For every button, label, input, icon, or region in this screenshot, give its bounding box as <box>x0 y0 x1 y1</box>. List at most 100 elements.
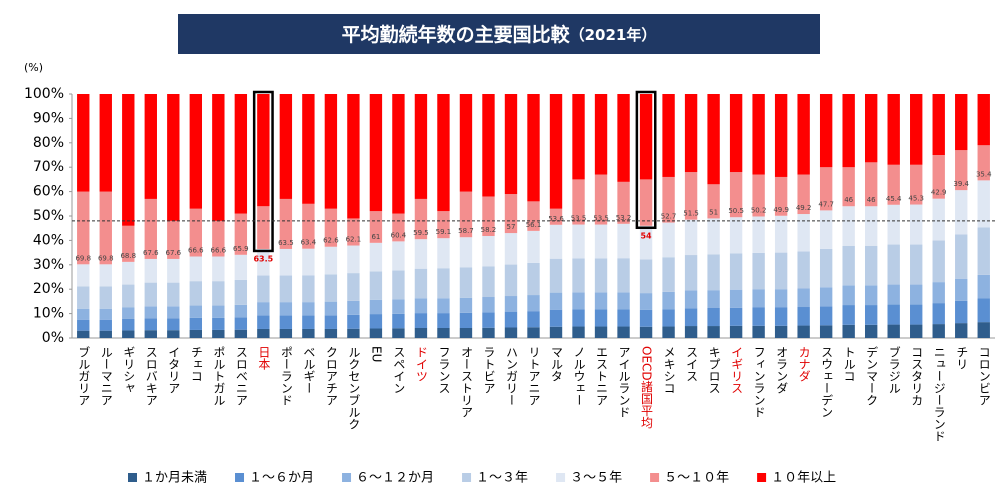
bar-segment <box>482 236 495 267</box>
bar-segment <box>482 94 495 197</box>
bar-segment <box>279 315 293 329</box>
bar-segment <box>977 94 990 146</box>
legend-swatch <box>235 473 245 482</box>
bar-segment <box>99 264 112 287</box>
x-tick-label: ブルガリア <box>77 345 91 406</box>
value-label: 65.9 <box>233 245 249 253</box>
x-tick-label: OECD諸国平均 <box>640 346 654 429</box>
value-label: 69.8 <box>98 254 114 262</box>
value-label: 49.9 <box>773 206 789 214</box>
bar-segment <box>842 305 855 325</box>
bar-segment <box>122 318 135 331</box>
bar-segment <box>167 220 180 259</box>
bar-segment <box>639 293 653 310</box>
bar-segment <box>752 289 765 308</box>
bar-segment <box>819 248 833 288</box>
x-tick-label: スペイン <box>392 346 406 394</box>
legend-swatch <box>128 473 137 482</box>
bar-segment <box>662 257 675 292</box>
bar-segment <box>504 264 518 297</box>
bar-segment <box>819 94 833 168</box>
bar-segment <box>437 298 450 314</box>
bar-segment <box>864 94 878 163</box>
bar-segment <box>549 258 563 293</box>
bar-segment <box>459 297 473 313</box>
value-label: 50.2 <box>751 206 767 214</box>
x-tick-label: チリ <box>955 346 969 370</box>
bar-segment <box>617 309 630 327</box>
bar-segment <box>122 307 135 319</box>
bar-segment <box>707 290 720 308</box>
bar-segment <box>572 309 585 327</box>
bar-segment <box>864 206 878 246</box>
bar-segment <box>887 304 900 325</box>
bar-segment <box>167 258 180 283</box>
bar-segment <box>617 326 630 338</box>
bar-segment <box>122 284 135 308</box>
y-tick-label: 10% <box>33 306 64 322</box>
bar-segment <box>932 155 945 199</box>
x-tick-label: ルクセンブルク <box>347 346 361 430</box>
bar-segment <box>212 317 225 330</box>
bar-segment <box>774 325 788 338</box>
bar-segment <box>549 326 563 338</box>
bar-segment <box>797 174 810 215</box>
bar-segment <box>144 318 157 331</box>
bar-segment <box>324 208 338 247</box>
bar-segment <box>212 329 225 338</box>
bar-segment <box>955 300 968 324</box>
bar-segment <box>414 198 428 240</box>
bar-segment <box>864 162 878 207</box>
x-tick-label: ギリシャ <box>122 346 136 394</box>
bar-segment <box>527 262 540 296</box>
bar-segment <box>910 164 923 205</box>
bar-segment <box>774 176 788 216</box>
bar-segment <box>572 179 585 225</box>
value-label: 42.9 <box>931 189 947 197</box>
bar-segment <box>910 244 923 285</box>
bar-segment <box>279 328 293 338</box>
bar-segment <box>167 306 180 319</box>
bar-segment <box>932 324 945 338</box>
bar-segment <box>527 311 540 328</box>
bar-segment <box>572 258 585 293</box>
bar-segment <box>864 285 878 306</box>
value-label: 35.4 <box>976 170 992 178</box>
bar-segment <box>910 304 923 325</box>
bar-segment <box>414 298 428 314</box>
legend-swatch <box>342 473 352 482</box>
bar-segment <box>144 94 157 199</box>
x-tick-label: ニュージーランド <box>932 346 946 442</box>
bar-segment <box>369 211 383 243</box>
bar-segment <box>234 254 248 280</box>
value-label: 59.5 <box>413 229 429 237</box>
bar-segment <box>324 328 338 338</box>
bar-segment <box>527 94 540 202</box>
legend-label: ６～１２か月 <box>356 471 434 486</box>
value-label: 49.2 <box>796 204 812 212</box>
value-label: 66.6 <box>188 247 204 255</box>
legend-label: １か月未満 <box>142 471 207 486</box>
x-tick-label: スロバキア <box>144 346 158 406</box>
bar-segment <box>482 327 495 338</box>
bar-segment <box>77 330 90 338</box>
bar-segment <box>864 245 878 286</box>
bar-segment <box>504 327 518 338</box>
bar-segment <box>752 252 765 290</box>
bar-segment <box>189 329 203 338</box>
bar-segment <box>617 181 630 224</box>
bar-segment <box>955 323 968 338</box>
value-label: 53.2 <box>616 214 632 222</box>
bar-segment <box>774 94 788 177</box>
legend-swatch <box>650 473 660 482</box>
bar-segment <box>549 94 563 209</box>
value-label: 53.5 <box>571 215 587 223</box>
bar-segment <box>752 307 765 326</box>
bar-segment <box>842 206 855 246</box>
highlight-box <box>252 90 274 253</box>
bar-segment <box>99 319 112 331</box>
x-tick-label: スイス <box>685 346 699 382</box>
y-tick-label: 100% <box>24 86 64 102</box>
bar-segment <box>257 94 270 207</box>
x-tick-label: ブラジル <box>887 345 901 394</box>
